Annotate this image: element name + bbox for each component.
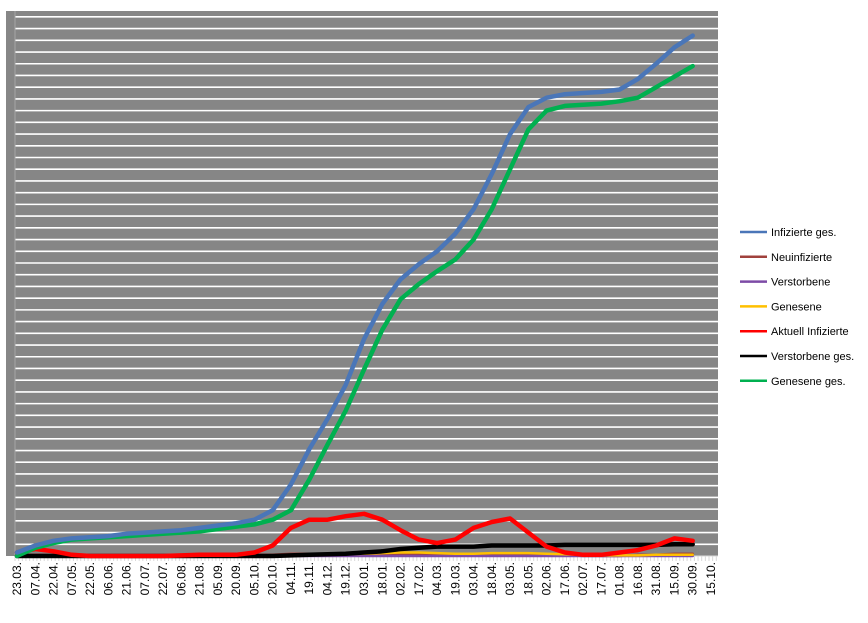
- x-tick-label: 04.12.: [320, 562, 334, 595]
- x-tick-label: 07.05.: [65, 562, 79, 595]
- x-tick-label: 20.10.: [266, 562, 280, 595]
- x-tick-label: 07.04.: [28, 562, 42, 595]
- legend-label: Aktuell Infizierte: [771, 326, 849, 338]
- x-tick-label: 19.11.: [302, 562, 316, 594]
- x-tick-label: 05.09.: [211, 562, 225, 595]
- x-tick-label: 05.10.: [247, 562, 261, 595]
- x-tick-label: 18.01.: [375, 562, 389, 595]
- x-tick-label: 06.08.: [174, 562, 188, 595]
- x-tick-label: 20.09.: [229, 562, 243, 595]
- x-tick-label: 19.03.: [448, 562, 462, 595]
- legend-label: Infizierte ges.: [771, 227, 836, 239]
- legend-item: Genesene ges.: [740, 376, 846, 388]
- x-tick-label: 17.06.: [558, 562, 572, 595]
- x-tick-label: 18.05.: [521, 562, 535, 595]
- legend-label: Genesene ges.: [771, 376, 846, 388]
- x-tick-label: 31.08.: [649, 562, 663, 595]
- series-line-genesene-ges: [14, 63, 695, 559]
- x-tick-label: 07.07.: [138, 562, 152, 595]
- legend-label: Verstorbene ges.: [771, 351, 854, 363]
- x-tick-label: 19.12.: [339, 562, 353, 595]
- x-tick-label: 03.01.: [357, 562, 371, 595]
- legend-label: Genesene: [771, 301, 822, 313]
- legend-label: Neuinfizierte: [771, 252, 832, 264]
- x-tick-label: 02.07.: [576, 562, 590, 595]
- x-tick-label: 30.09.: [686, 562, 700, 595]
- x-tick-label: 04.11.: [284, 562, 298, 594]
- x-tick-label: 22.07.: [156, 562, 170, 595]
- x-tick-label: 17.07.: [594, 562, 608, 595]
- legend-item: Neuinfizierte: [740, 252, 832, 264]
- legend-item: Aktuell Infizierte: [740, 326, 849, 338]
- x-tick-label: 02.02.: [394, 562, 408, 595]
- legend: Infizierte ges. Neuinfizierte Verstorbene G…: [740, 227, 854, 388]
- x-tick-labels: 23.03. 07.04. 22.04. 07.05. 22.05. 06.06. 21.0…: [10, 562, 718, 595]
- x-tick-label: 03.05.: [503, 562, 517, 595]
- x-tick-label: 17.02.: [412, 562, 426, 595]
- legend-item: Verstorbene: [740, 277, 830, 289]
- x-tick-label: 15.10.: [704, 562, 718, 595]
- x-tick-label: 21.06.: [120, 562, 134, 595]
- x-tick-label: 06.06.: [101, 562, 115, 595]
- x-tick-label: 01.08.: [613, 562, 627, 595]
- x-tick-label: 23.03.: [10, 562, 24, 595]
- legend-item: Infizierte ges.: [740, 227, 836, 239]
- legend-item: Verstorbene ges.: [740, 351, 854, 363]
- x-tick-label: 04.03.: [430, 562, 444, 595]
- x-tick-label: 21.08.: [193, 562, 207, 595]
- legend-item: Genesene: [740, 301, 822, 313]
- x-tick-label: 22.04.: [47, 562, 61, 595]
- x-tick-label: 16.08.: [631, 562, 645, 595]
- x-tick-label: 03.04.: [467, 562, 481, 595]
- x-tick-label: 02.06.: [540, 562, 554, 595]
- x-tick-label: 18.04.: [485, 562, 499, 595]
- gridlines: [15, 16, 718, 546]
- series-line-aktuell-infizierte: [14, 511, 695, 559]
- x-tick-label: 22.05.: [83, 562, 97, 595]
- legend-label: Verstorbene: [771, 277, 830, 289]
- series-line-infizierte-ges: [14, 33, 695, 555]
- x-tick-label: 15.09.: [667, 562, 681, 595]
- series-group: [14, 33, 695, 559]
